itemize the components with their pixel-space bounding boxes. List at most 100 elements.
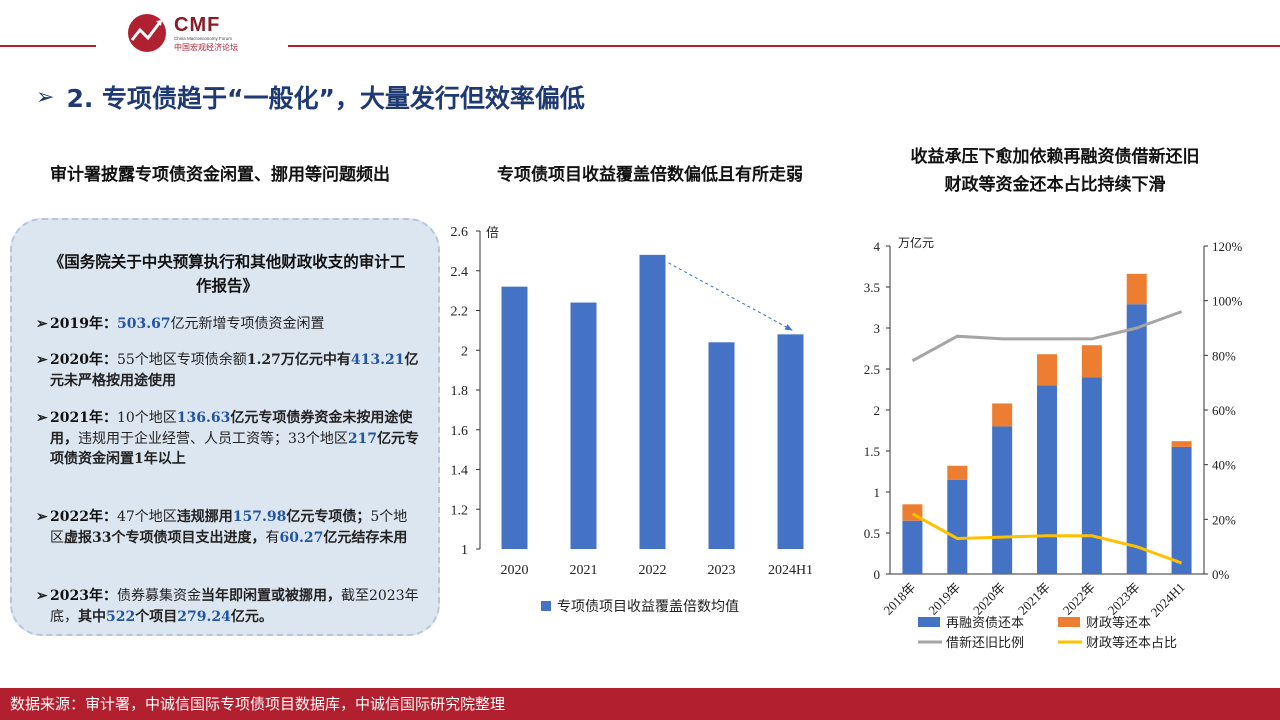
bullet-text: 债券募集资金 (116, 588, 201, 604)
bar-refinancing-2018年 (902, 520, 923, 574)
audit-bullet-2022: ➢ 2022年：47个地区违规挪用157.98亿元专项债；5个地区虚报33个专项债… (36, 507, 420, 548)
bullet-year: 2020年： (50, 352, 117, 368)
x-tick-label: 2020年 (970, 580, 1008, 618)
legend-swatch (541, 601, 551, 611)
bullet-arrow-icon: ➢ (36, 410, 48, 426)
bullet-text: 55个地区专项债余额 (116, 352, 247, 368)
bullet-year: 2022年： (50, 509, 117, 525)
bullet-arrow-icon: ➢ (36, 509, 48, 525)
bullet-text: 47个地区 (116, 509, 177, 525)
left-tick-label: 2.5 (864, 362, 880, 377)
left-tick-label: 1.5 (864, 444, 880, 459)
bar-fiscal-2019年 (947, 465, 968, 480)
legend-swatch (918, 617, 940, 627)
x-tick-label: 2018年 (880, 580, 918, 618)
line-fiscal-share (911, 512, 1183, 565)
bar-refinancing-2021年 (1037, 385, 1057, 574)
bullet-highlight-value: 413.21 (350, 352, 405, 368)
x-tick-label: 2021 (570, 563, 598, 578)
left-tick-label: 2 (874, 403, 881, 418)
left-axis-unit: 万亿元 (898, 235, 934, 250)
legend-label: 借新还旧比例 (946, 635, 1024, 650)
x-tick-label: 2021年 (1015, 580, 1053, 618)
y-tick-label: 2.2 (451, 305, 469, 320)
bar-fiscal-2022年 (1081, 345, 1102, 378)
x-tick-label: 2022 (639, 563, 667, 578)
bar-fiscal-2023年 (1126, 273, 1147, 305)
bullet-arrow-icon: ➢ (36, 352, 48, 368)
y-tick-label: 2.6 (451, 225, 469, 240)
legend-label: 专项债项目收益覆盖倍数均值 (557, 599, 739, 615)
x-tick-label: 2023 (708, 563, 736, 578)
bullet-text: 10个地区 (116, 410, 177, 426)
arrow-bullet-icon: ➢ (36, 84, 55, 110)
x-tick-label: 2019年 (925, 580, 963, 618)
bullet-text: 虚报33个专项债项目支出进度， (64, 529, 266, 546)
x-tick-label: 2022年 (1060, 580, 1098, 618)
y-tick-label: 2.4 (451, 265, 469, 280)
bullet-text: 亿元新增专项债资金闲置 (170, 316, 325, 332)
bullet-year: 2023年： (50, 588, 117, 604)
bar-refinancing-2024H1 (1171, 446, 1192, 574)
right-tick-label: 80% (1212, 348, 1236, 363)
bullet-text: 当年即闲置或被挪用， (200, 588, 341, 604)
bullet-highlight-value: 157.98 (232, 509, 287, 525)
left-tick-label: 0.5 (864, 526, 880, 541)
audit-bullet-2023: ➢ 2023年：债券募集资金当年即闲置或被挪用，截至2023年底，其中522个项目… (36, 586, 420, 627)
left-tick-label: 3.5 (864, 280, 880, 295)
y-tick-label: 1.8 (451, 384, 469, 399)
bar-fiscal-2021年 (1037, 354, 1057, 386)
right-tick-label: 100% (1212, 294, 1243, 309)
legend-swatch (1058, 617, 1080, 627)
coverage-ratio-chart: 1 1.2 1.4 1.6 1.8 2 2.2 2.4 2.6 倍 2020 2021 2022 2023… (451, 225, 814, 615)
section-title-text: 2. 专项债趋于“一般化”，大量发行但效率偏低 (66, 84, 585, 113)
x-tick-label: 2020 (501, 563, 529, 578)
y-tick-label: 1.2 (451, 503, 469, 518)
bullet-highlight-value: 503.67 (116, 316, 171, 332)
bullet-year: 2019年： (50, 316, 117, 332)
header-divider-left (0, 45, 96, 47)
left-tick-label: 3 (874, 321, 881, 336)
bar-2024H1 (777, 334, 804, 549)
refinancing-chart: 00.511.522.533.540%20%40%60%80%100%120%万… (864, 235, 1243, 650)
bullet-text: 截至2023年底， (50, 588, 419, 625)
x-tick-label: 2023年 (1105, 580, 1143, 618)
legend-label: 财政等还本占比 (1086, 635, 1177, 650)
bullet-text: 亿元专项债券资金未按用途使用， (50, 410, 413, 447)
audit-bullet-2019: ➢ 2019年：503.67亿元新增专项债资金闲置 (36, 314, 420, 335)
bar-2021 (570, 302, 597, 549)
bullet-text: 违规用于企业经营、人员工资等；33个地区 (78, 430, 348, 447)
cmf-logo-mark-icon (128, 14, 166, 52)
right-heading-line1: 收益承压下愈加依赖再融资债借新还旧 (910, 147, 1200, 167)
bar-2020 (501, 286, 528, 549)
right-tick-label: 60% (1212, 403, 1236, 418)
left-tick-label: 0 (874, 567, 881, 582)
logo-cn-name: 中国宏观经济论坛 (174, 43, 238, 52)
trend-arrow-line (668, 262, 793, 331)
bar-fiscal-2024H1 (1171, 441, 1192, 447)
bar-refinancing-2023年 (1126, 304, 1147, 574)
header-divider-right (288, 45, 1280, 47)
bullet-highlight-value: 60.27 (279, 529, 324, 546)
y-tick-label: 1 (461, 543, 468, 558)
trend-arrow-head-icon (784, 324, 793, 331)
bar-refinancing-2019年 (947, 479, 968, 574)
data-source-footer: 数据来源：审计署，中诚信国际专项债项目数据库，中诚信国际研究院整理 (0, 688, 1280, 720)
bullet-text: 亿元。 (230, 608, 273, 625)
right-tick-label: 40% (1212, 458, 1236, 473)
bullet-text: 有 (265, 529, 280, 546)
bullet-text: 亿元结存未用 (323, 529, 408, 546)
bullet-arrow-icon: ➢ (36, 316, 48, 332)
mid-panel-heading: 专项债项目收益覆盖倍数偏低且有所走弱 (497, 165, 803, 185)
bullet-highlight-value: 522 (106, 608, 136, 625)
right-tick-label: 20% (1212, 512, 1236, 527)
bullet-highlight-value: 279.24 (177, 608, 231, 625)
x-tick-label: 2024H1 (768, 563, 813, 578)
bullet-text: 亿元未严格按用途使用 (50, 352, 419, 389)
left-tick-label: 1 (874, 485, 881, 500)
right-panel-heading: 收益承压下愈加依赖再融资债借新还旧 财政等资金还本占比持续下滑 (870, 143, 1240, 199)
bullet-highlight-value: 136.63 (176, 410, 231, 426)
bullet-text: 违规挪用 (176, 509, 233, 525)
bullet-year: 2021年： (50, 410, 117, 426)
logo-subtitle: China Macroeconomy Forum (174, 36, 233, 41)
